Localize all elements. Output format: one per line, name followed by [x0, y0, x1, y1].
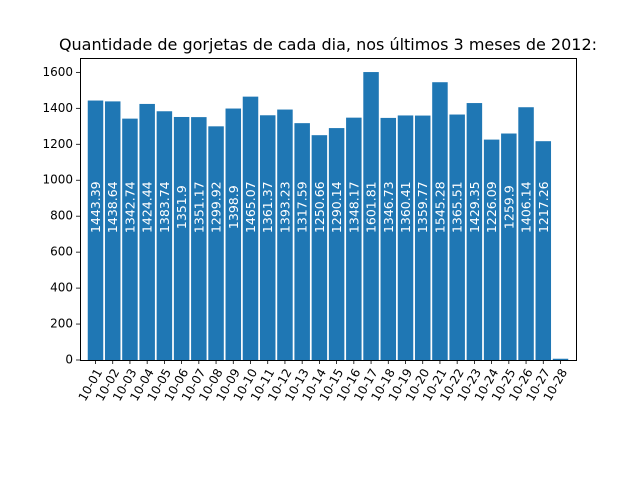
- bar-value-label: 1424.44: [140, 181, 155, 233]
- bar-10-24: [483, 139, 500, 360]
- bar-10-03: [122, 118, 138, 361]
- bar-value-label: 1383.74: [157, 181, 172, 233]
- bar-10-28: [552, 358, 569, 360]
- y-tick-label: 1400: [42, 101, 73, 115]
- y-tick-label: 1200: [42, 137, 73, 151]
- bar-value-label: 1360.41: [398, 181, 413, 233]
- bar-value-label: 1406.14: [519, 181, 534, 233]
- bar-10-19: [397, 115, 414, 360]
- bar-10-20: [414, 115, 431, 360]
- bar-value-label: 1346.73: [381, 181, 396, 233]
- bar-10-14: [311, 135, 328, 360]
- bar-10-08: [208, 126, 224, 360]
- bar-10-11: [259, 115, 276, 361]
- bar-value-label: 1317.59: [295, 181, 310, 233]
- y-tick-label: 0: [65, 353, 73, 367]
- x-axis: 10-0110-0210-0310-0410-0510-0610-0710-08…: [76, 360, 570, 403]
- bar-10-06: [173, 116, 190, 360]
- bar-value-label: 1465.07: [243, 181, 258, 233]
- bar-value-label: 1348.17: [346, 181, 361, 233]
- bar-value-label: 1398.9: [226, 185, 241, 229]
- bar-10-07: [191, 117, 207, 360]
- bar-value-label: 1259.9: [501, 185, 516, 229]
- plot-frame: [80, 58, 577, 361]
- bar-value-label: 1393.23: [277, 181, 292, 233]
- bar-10-12: [277, 109, 293, 360]
- bar-10-18: [380, 117, 397, 361]
- y-axis: 0 200 400 600 800 1000 1200 1400 1600: [42, 65, 80, 367]
- bar-10-13: [294, 123, 310, 360]
- bar-10-05: [156, 111, 173, 361]
- y-tick-label: 600: [50, 245, 73, 259]
- bar-value-label: 1351.9: [174, 185, 189, 229]
- bar-value-label: 1290.14: [329, 181, 344, 233]
- bar-value-label: 1438.64: [105, 181, 120, 233]
- bar-value-label: 1342.74: [122, 181, 137, 233]
- bar-10-10: [242, 96, 259, 360]
- y-tick-label: 400: [50, 281, 73, 295]
- bar-value-label: 1359.77: [415, 181, 430, 233]
- bar-value-label: 1429.35: [467, 181, 482, 233]
- bars-layer: [87, 72, 569, 361]
- bar-10-15: [328, 128, 345, 360]
- bar-labels-layer: 1443.39 1438.64 1342.74 1424.44 1383.74 1351.…: [88, 181, 551, 233]
- bar-10-01: [87, 100, 104, 361]
- bar-10-17: [363, 72, 379, 361]
- bar-10-25: [501, 133, 517, 360]
- bar-10-04: [139, 103, 155, 361]
- y-tick-label: 200: [50, 317, 73, 331]
- bar-value-label: 1601.81: [364, 181, 379, 233]
- bar-value-label: 1299.92: [209, 181, 224, 233]
- bar-10-02: [104, 101, 121, 361]
- y-tick-label: 800: [50, 209, 73, 223]
- bar-value-label: 1250.66: [312, 181, 327, 233]
- bar-10-21: [432, 82, 448, 360]
- bar-value-label: 1365.51: [450, 181, 465, 233]
- y-tick-label: 1600: [42, 65, 73, 79]
- bar-value-label: 1545.28: [432, 181, 447, 233]
- bar-10-22: [449, 114, 465, 360]
- bar-value-label: 1443.39: [88, 181, 103, 233]
- bar-value-label: 1361.37: [260, 181, 275, 233]
- bar-10-27: [535, 141, 552, 360]
- bar-value-label: 1351.17: [191, 181, 206, 233]
- bar-10-16: [346, 117, 362, 360]
- bar-value-label: 1226.09: [484, 181, 499, 233]
- y-tick-label: 1000: [42, 173, 73, 187]
- chart-title: Quantidade de gorjetas de cada dia, nos …: [59, 35, 597, 54]
- bar-value-label: 1217.26: [536, 181, 551, 233]
- bar-10-23: [466, 103, 483, 361]
- bar-10-09: [225, 108, 242, 361]
- bar-10-26: [518, 107, 534, 360]
